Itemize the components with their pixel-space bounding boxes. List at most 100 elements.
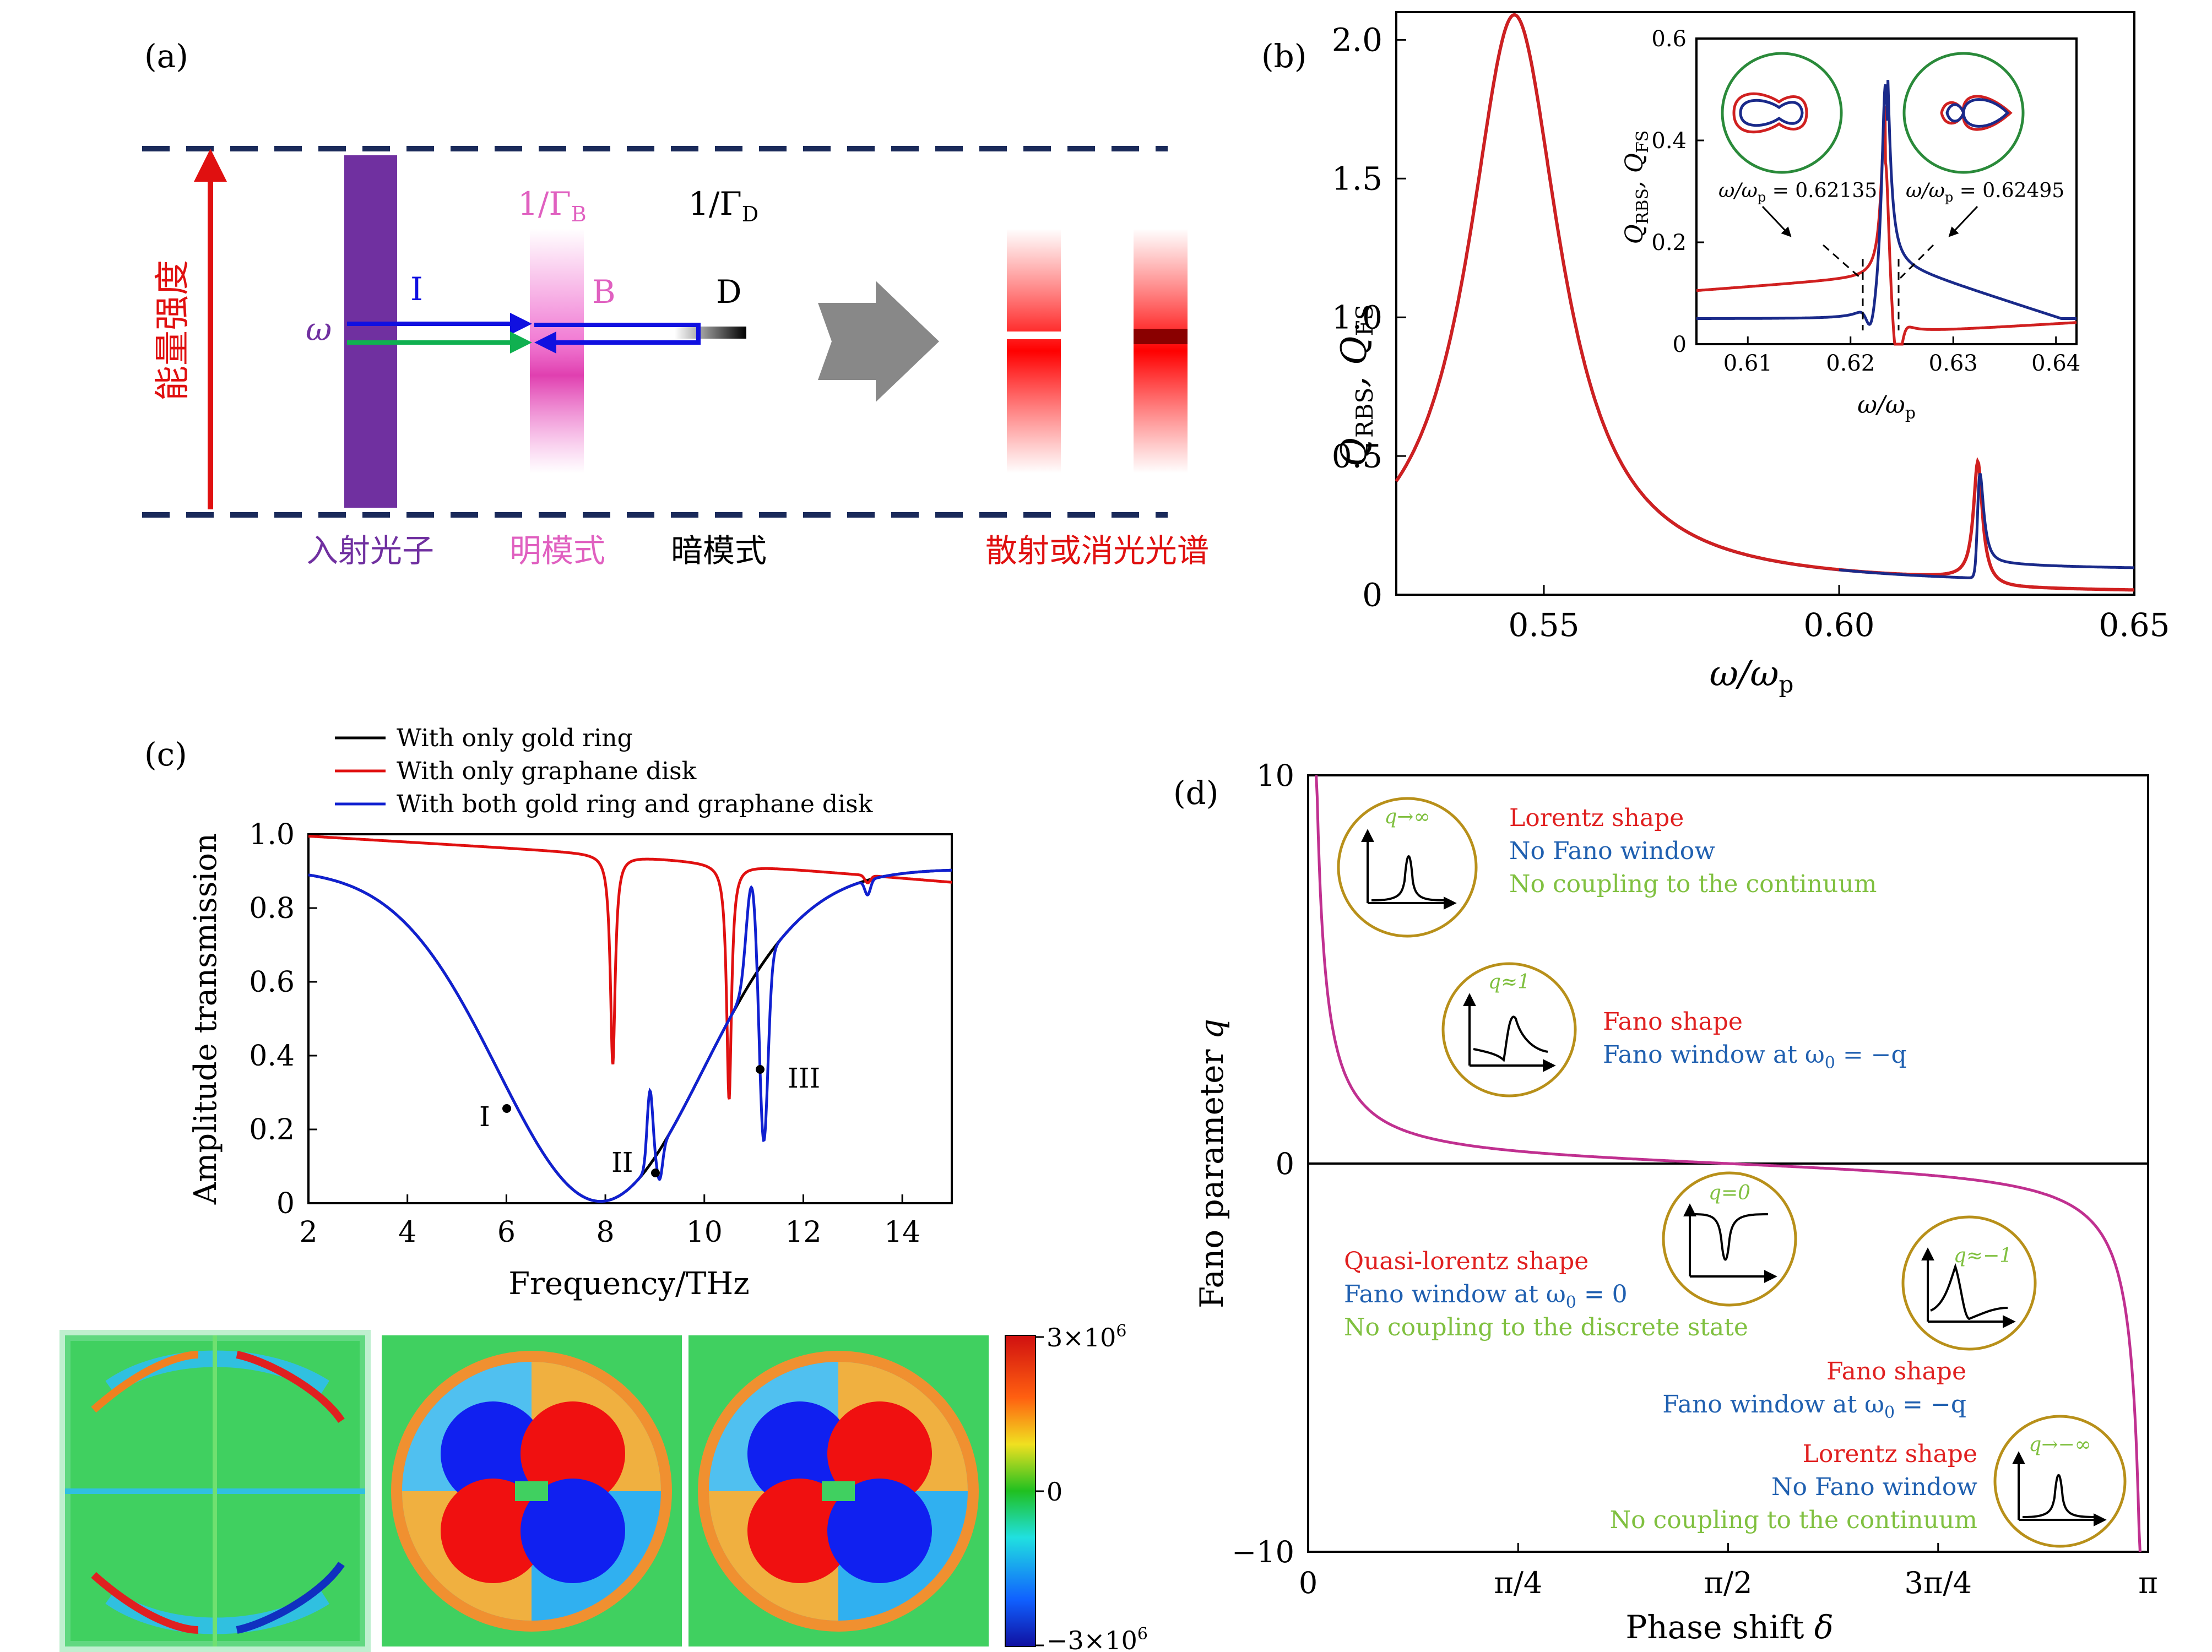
gamma-d-label: 1/ΓD	[688, 185, 758, 226]
d-xtick-1: π/4	[1494, 1566, 1542, 1600]
bright-mode-bar	[530, 229, 584, 474]
d-xtick-0: 0	[1299, 1566, 1318, 1600]
c-ytick-5: 1.0	[249, 818, 295, 851]
b-ytick-3: 1.5	[1332, 160, 1382, 198]
b-pattern-circle-right	[1902, 52, 2025, 174]
c-xtick-3: 8	[597, 1216, 615, 1249]
d-box-5-line3: No coupling to the continuum	[1610, 1506, 1977, 1534]
bright-caption: 明模式	[509, 532, 605, 569]
c-ytick-4: 0.8	[249, 892, 295, 925]
b-pattern-circle-left	[1721, 52, 1843, 174]
c-marker-ii: II	[611, 1146, 633, 1178]
b-inset-blue-curve	[1696, 80, 2077, 326]
b-inset-dash-left-slant	[1823, 244, 1861, 279]
bi-ytick-3: 0.6	[1651, 26, 1687, 52]
panel-d-label: (d)	[1173, 774, 1218, 812]
c-marker-ii-dot	[651, 1169, 660, 1177]
mode-d-label: D	[716, 273, 742, 311]
spectrum-dip	[1007, 332, 1061, 339]
c-marker-i-dot	[502, 1104, 511, 1113]
c-ytick-1: 0.2	[249, 1113, 295, 1146]
d-box-2-line1: Fano shape	[1603, 1008, 1743, 1036]
d-xtick-3: 3π/4	[1905, 1566, 1972, 1600]
b-pattern-blue-right	[1945, 98, 2010, 128]
mode-i-label: I	[410, 270, 423, 308]
b-inset-xlabel: ω/ωp	[1857, 391, 1916, 423]
b-xtick-0: 0.55	[1508, 606, 1579, 644]
c-marker-i: I	[479, 1101, 490, 1133]
bi-ytick-1: 0.2	[1651, 230, 1687, 256]
d-box-1-q: q→∞	[1384, 806, 1430, 828]
bi-xtick-0: 0.61	[1723, 351, 1772, 376]
d-xtick-2: π/2	[1704, 1566, 1752, 1600]
panel-a: (a) 能量强度 ω I B D 1/ΓB 1/ΓD 入射光子 明模式 暗模式 …	[142, 37, 1209, 569]
d-box-3-line1: Quasi-lorentz shape	[1344, 1247, 1588, 1275]
d-circle-5	[1993, 1415, 2127, 1548]
d-box-4-shape	[1930, 1263, 2008, 1320]
c-legend-text-3: With both gold ring and graphane disk	[397, 790, 873, 818]
c-field-map-1	[59, 1330, 371, 1652]
d-box-3-shape	[1693, 1213, 1769, 1261]
b-red-curve-overlay	[1395, 13, 1840, 571]
dark-caption: 暗模式	[671, 532, 767, 569]
d-box-4-q: q≈−1	[1954, 1245, 2012, 1267]
d-box-1-line3: No coupling to the continuum	[1509, 870, 1877, 898]
b-inset-ticks: 0.61 0.62 0.63 0.64 0 0.2 0.4 0.6	[1651, 26, 2080, 376]
coupling-arrow	[534, 323, 701, 354]
c-xtick-6: 14	[884, 1216, 920, 1249]
d-xtick-4: π	[2138, 1566, 2158, 1600]
d-box-5-line2: No Fano window	[1771, 1473, 1977, 1501]
d-box-2-shape	[1473, 1015, 1548, 1063]
d-box-5-q: q→−∞	[2029, 1433, 2091, 1456]
d-circle-2	[1441, 962, 1577, 1097]
c-frame	[307, 833, 953, 1204]
d-box-2-line2: Fano window at ω0 = −q	[1603, 1041, 1907, 1073]
c-xtick-4: 10	[686, 1216, 723, 1249]
bi-xtick-3: 0.64	[2031, 351, 2080, 376]
panel-c-label: (c)	[144, 736, 187, 773]
d-ytick-1: 0	[1276, 1146, 1294, 1181]
svg-text:1/ΓD: 1/ΓD	[688, 185, 758, 226]
d-box-4-line1: Fano shape	[1826, 1357, 1966, 1385]
b-inset-ann-right: ω/ωp = 0.62495	[1906, 180, 2064, 205]
dark-mode-bar	[675, 327, 746, 339]
b-ytick-4: 2.0	[1332, 21, 1382, 59]
c-ytick-2: 0.4	[249, 1040, 295, 1073]
d-circle-4	[1901, 1215, 2037, 1351]
c-field-map-2	[382, 1335, 682, 1646]
mode-b-label: B	[592, 273, 616, 311]
d-curve	[1315, 775, 2141, 1552]
c-xtick-2: 6	[497, 1216, 516, 1249]
c-xtick-0: 2	[299, 1216, 317, 1249]
d-ytick-0: 10	[1256, 758, 1294, 793]
b-xlabel: ω/ωp	[1710, 654, 1794, 698]
b-inset-arrow-right	[1948, 205, 1978, 237]
d-box-1-line1: Lorentz shape	[1509, 804, 1684, 832]
d-box-4-line2: Fano window at ω0 = −q	[1662, 1390, 1966, 1422]
panel-a-label: (a)	[144, 37, 188, 75]
panel-b-label: (b)	[1261, 37, 1306, 75]
b-xtick-1: 0.60	[1803, 606, 1874, 644]
bi-ytick-0: 0	[1673, 332, 1687, 357]
d-ytick-2: −10	[1232, 1535, 1294, 1569]
spectrum-bar-1	[1007, 229, 1061, 474]
c-field-map-3	[688, 1335, 989, 1646]
d-box-2-q: q≈1	[1488, 971, 1530, 993]
spectrum-peak	[1134, 329, 1188, 344]
c-xlabel: Frequency/THz	[508, 1266, 749, 1302]
d-box-1-shape	[1371, 855, 1446, 901]
energy-label: 能量强度	[153, 260, 193, 401]
c-ytick-3: 0.6	[249, 966, 295, 999]
d-box-3: q=0 Quasi-lorentz shape Fano window at ω…	[1344, 1171, 1797, 1341]
c-legend-text-2: With only graphane disk	[397, 757, 697, 785]
b-frame	[1395, 11, 2135, 596]
b-ytick-0: 0	[1362, 576, 1382, 613]
b-inset-red-curve	[1696, 106, 2077, 346]
omega-label: ω	[306, 311, 332, 348]
b-inset-ann-left: ω/ωp = 0.62135	[1718, 180, 1877, 205]
c-colorbar-max: 3×106	[1047, 1322, 1126, 1352]
d-box-5-shape	[2022, 1474, 2096, 1518]
